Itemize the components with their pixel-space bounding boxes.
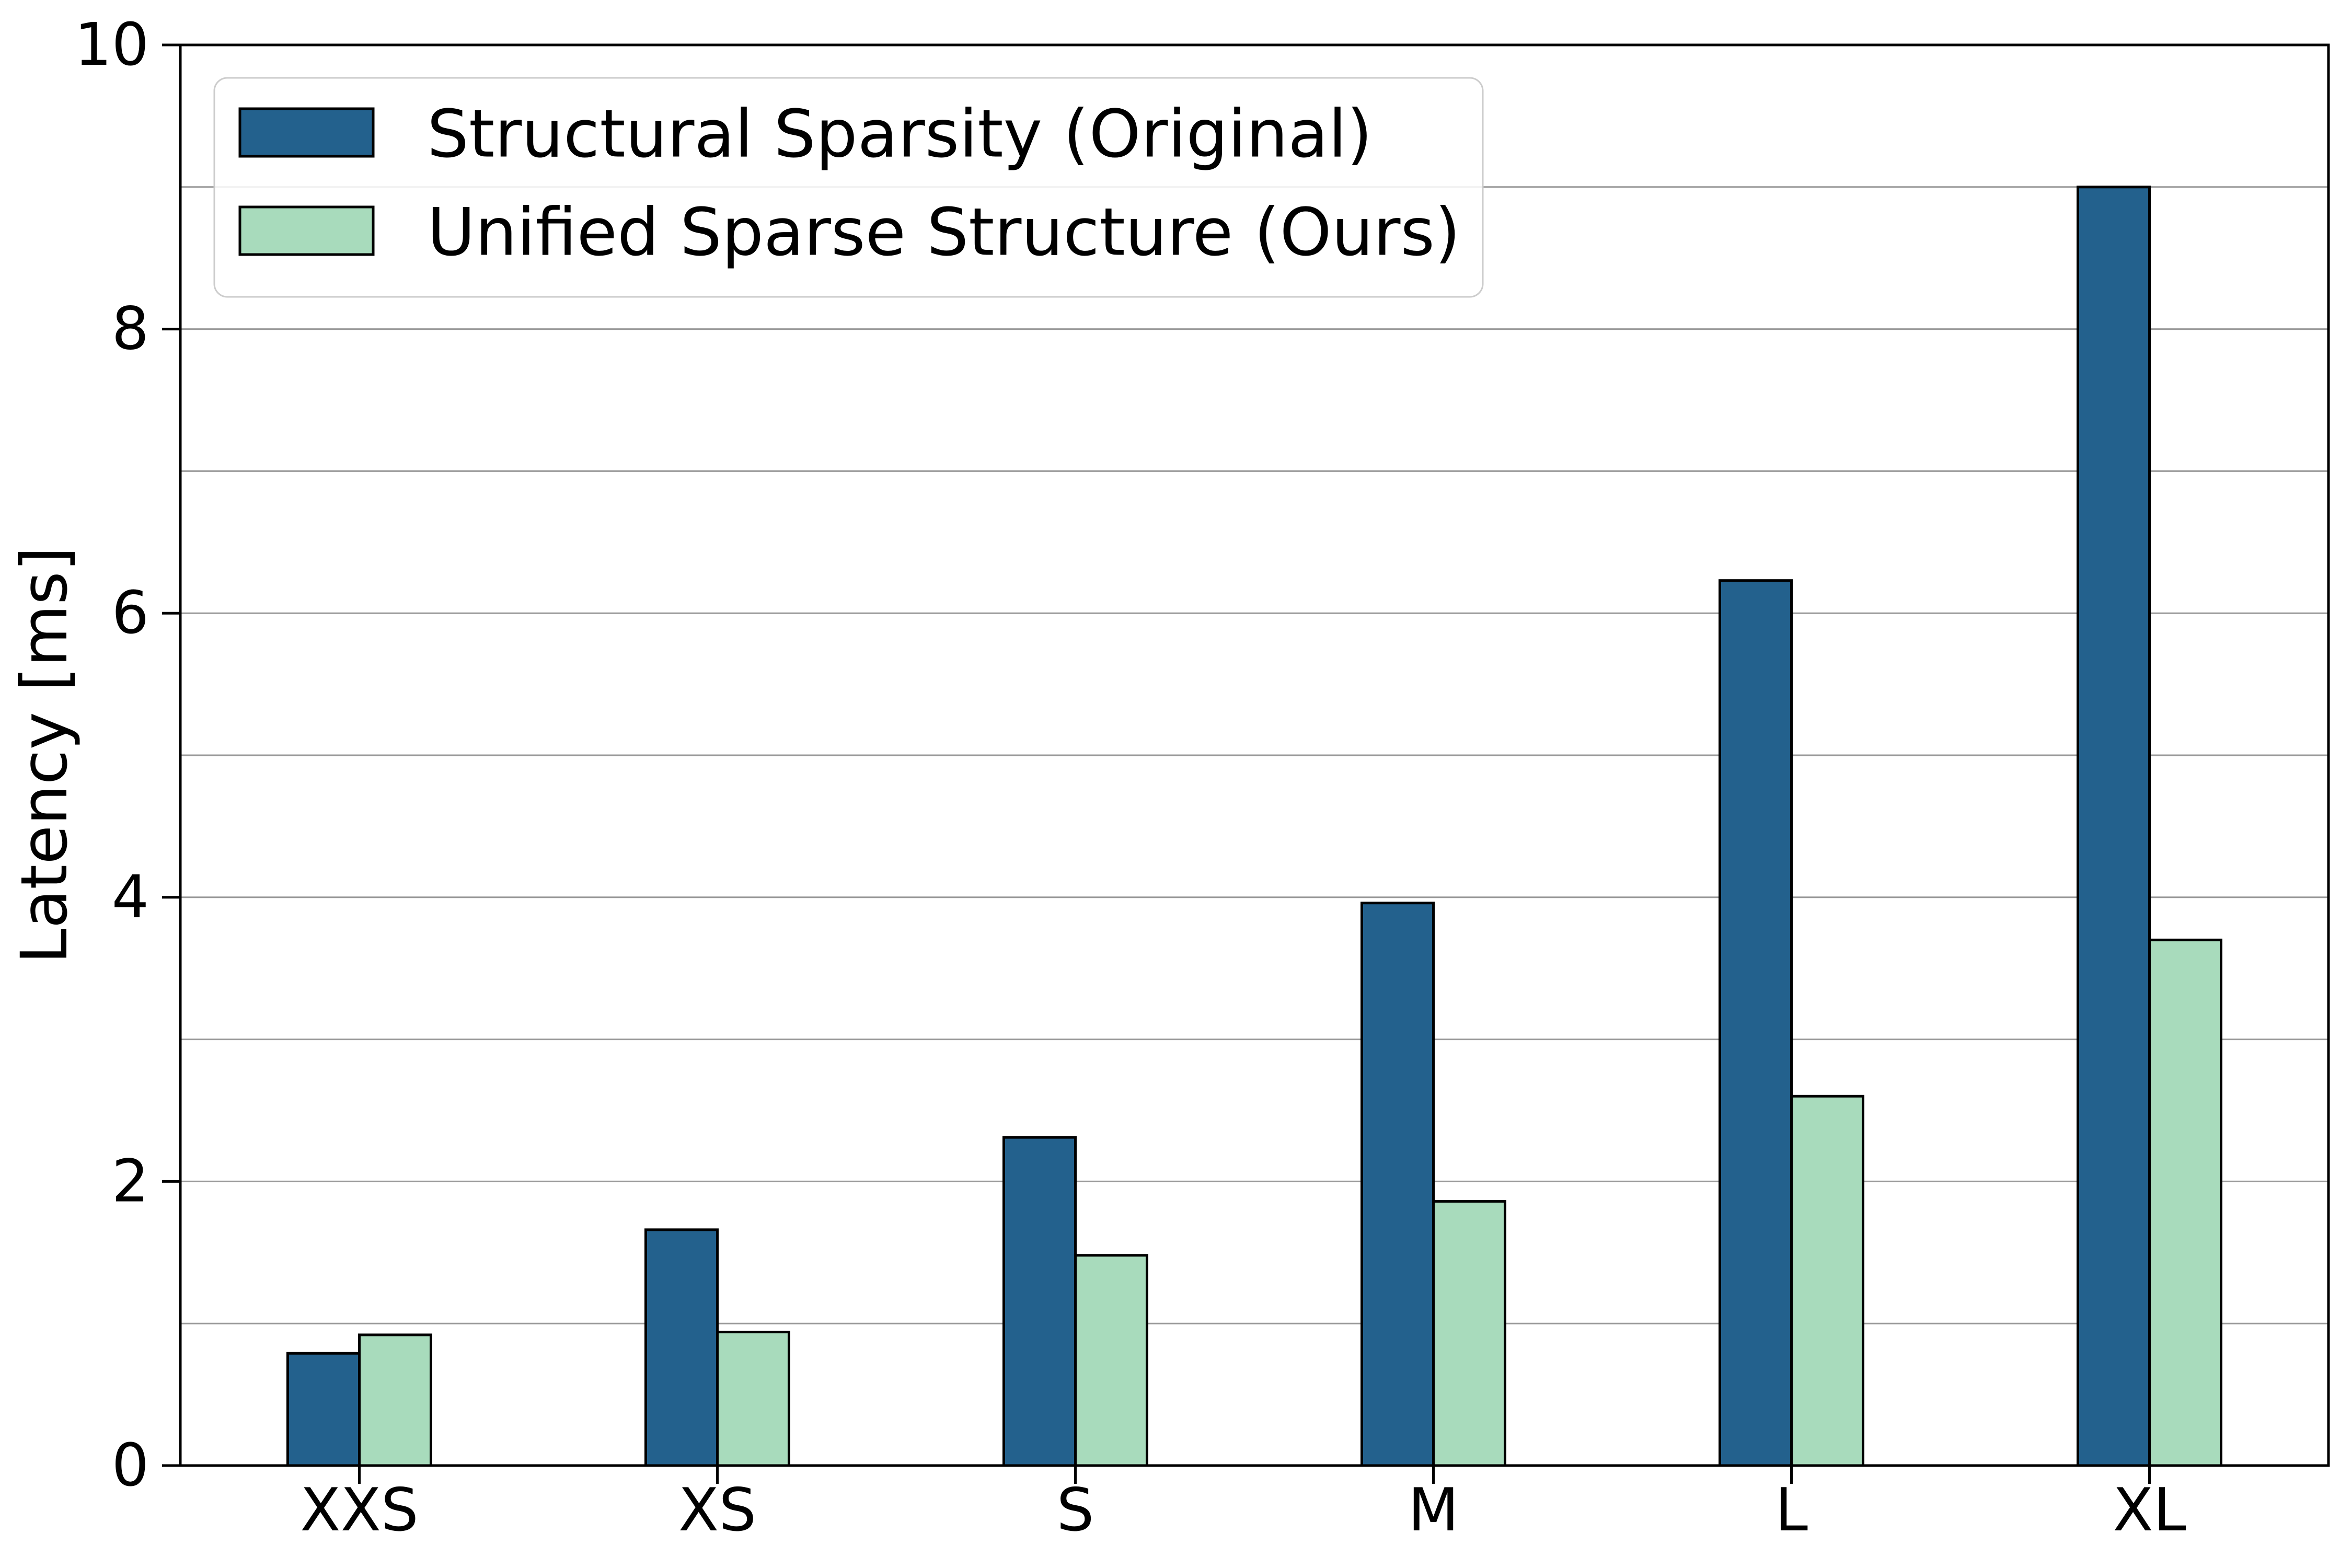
legend-swatch-original bbox=[238, 107, 375, 158]
bar-xs-unified-sparse-structure-ours bbox=[716, 1331, 790, 1467]
y-axis-label: Latency [ms] bbox=[7, 547, 82, 964]
x-tick-label-xxs: XXS bbox=[300, 1475, 419, 1544]
bar-l-unified-sparse-structure-ours bbox=[1790, 1094, 1864, 1467]
bar-s-unified-sparse-structure-ours bbox=[1074, 1254, 1148, 1467]
legend: Structural Sparsity (Original) Unified S… bbox=[213, 77, 1484, 298]
y-tick-label-10: 10 bbox=[74, 11, 149, 79]
legend-label-ours: Unified Sparse Structure (Ours) bbox=[427, 194, 1460, 271]
x-tick-label-xl: XL bbox=[2113, 1475, 2186, 1544]
y-tick-label-4: 4 bbox=[112, 863, 149, 931]
y-tick-label-2: 2 bbox=[112, 1147, 149, 1215]
bar-l-structural-sparsity-original bbox=[1719, 579, 1793, 1467]
plot-border bbox=[179, 43, 2330, 1467]
bar-s-structural-sparsity-original bbox=[1002, 1136, 1077, 1467]
legend-swatch-ours bbox=[238, 205, 375, 256]
y-tick-label-8: 8 bbox=[112, 295, 149, 363]
y-tick-label-6: 6 bbox=[112, 579, 149, 647]
x-tick-label-m: M bbox=[1408, 1475, 1459, 1544]
bar-m-unified-sparse-structure-ours bbox=[1432, 1200, 1506, 1467]
y-axis-ticks: 0 2 4 6 8 10 bbox=[74, 11, 180, 1500]
gridlines bbox=[180, 186, 2328, 1324]
bar-xl-structural-sparsity-original bbox=[2077, 186, 2151, 1467]
y-tick-label-0: 0 bbox=[112, 1432, 149, 1500]
legend-label-original: Structural Sparsity (Original) bbox=[427, 96, 1373, 172]
bar-xxs-unified-sparse-structure-ours bbox=[358, 1333, 432, 1467]
legend-frame bbox=[213, 77, 1484, 298]
x-axis-ticks: XXS XS S M L XL bbox=[300, 1466, 2186, 1544]
bar-xs-structural-sparsity-original bbox=[644, 1228, 719, 1467]
bars bbox=[286, 186, 2222, 1467]
x-tick-label-l: L bbox=[1775, 1475, 1808, 1544]
x-tick-label-s: S bbox=[1057, 1475, 1094, 1544]
bar-xxs-structural-sparsity-original bbox=[286, 1352, 361, 1467]
bar-xl-unified-sparse-structure-ours bbox=[2148, 938, 2222, 1467]
bar-m-structural-sparsity-original bbox=[1361, 902, 1435, 1467]
x-tick-label-xs: XS bbox=[678, 1475, 756, 1544]
